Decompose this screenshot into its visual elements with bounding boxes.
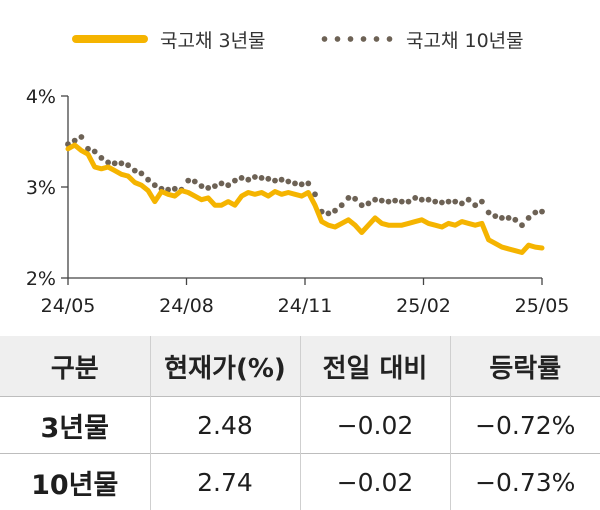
series-10y-point	[172, 186, 178, 192]
series-10y-point	[339, 202, 345, 208]
series-10y-point	[352, 196, 358, 202]
y-tick-label: 4%	[26, 86, 56, 108]
series-10y-point	[359, 202, 365, 208]
series-10y-point	[232, 178, 238, 184]
legend-item-3y: 국고채 3년물	[72, 22, 266, 56]
series-10y-point	[346, 195, 352, 201]
series-10y-point	[152, 182, 158, 188]
table-header-row: 구분 현재가(%) 전일 대비 등락률	[0, 336, 600, 397]
series-10y-point	[426, 197, 432, 203]
series-10y-point	[192, 179, 198, 185]
header-category: 구분	[0, 336, 150, 397]
x-axis: 24/05 24/08 24/11 25/02 25/05	[41, 278, 570, 317]
series-10y-point	[92, 149, 98, 155]
series-10y-point	[279, 177, 285, 183]
series-10y-point	[492, 213, 498, 219]
legend-label-3y: 국고채 3년물	[160, 26, 266, 53]
series-layer	[65, 134, 545, 252]
series-10y-point	[265, 176, 271, 182]
series-10y-point	[459, 201, 465, 207]
series-10y-point	[285, 179, 291, 185]
series-10y-point	[399, 199, 405, 205]
series-10y-point	[466, 197, 472, 203]
series-10y-point	[212, 183, 218, 189]
series-10y-point	[205, 185, 211, 191]
series-10y-point	[379, 198, 385, 204]
cell-rate: −0.73%	[450, 454, 600, 510]
header-current: 현재가(%)	[150, 336, 300, 397]
series-10y-point	[512, 217, 518, 223]
legend: 국고채 3년물 국고채 10년물	[0, 22, 600, 56]
series-10y-point	[125, 162, 131, 168]
series-10y-point	[139, 171, 145, 177]
series-10y-point	[292, 181, 298, 187]
y-tick-label: 2%	[26, 268, 56, 290]
series-10y-point	[132, 168, 138, 174]
series-10y-point	[105, 160, 111, 166]
cell-rate: −0.72%	[450, 397, 600, 454]
row-label: 3년물	[0, 397, 150, 454]
series-10y-point	[219, 181, 225, 187]
series-10y-point	[506, 215, 512, 221]
legend-item-10y: 국고채 10년물	[318, 22, 524, 56]
cell-current: 2.48	[150, 397, 300, 454]
header-rate: 등락률	[450, 336, 600, 397]
series-10y-point	[259, 175, 265, 181]
series-10y-point	[532, 210, 538, 216]
series-10y-point	[332, 208, 338, 214]
y-tick-label: 3%	[26, 177, 56, 199]
series-10y-point	[239, 175, 245, 181]
series-10y-point	[326, 211, 332, 217]
series-10y-point	[299, 181, 305, 187]
table-row: 10년물 2.74 −0.02 −0.73%	[0, 454, 600, 510]
series-10y-point	[119, 160, 125, 166]
x-tick-label: 25/02	[396, 295, 451, 317]
x-tick-label: 24/08	[159, 295, 214, 317]
series-10y-point	[185, 178, 191, 184]
series-10y-point	[452, 199, 458, 205]
cell-current: 2.74	[150, 454, 300, 510]
series-10y-point	[366, 201, 372, 207]
series-10y-point	[112, 160, 118, 166]
x-tick-label: 24/11	[278, 295, 333, 317]
series-10y-point	[499, 215, 505, 221]
header-change: 전일 대비	[300, 336, 450, 397]
series-10y-point	[386, 199, 392, 205]
y-axis: 4% 3% 2%	[26, 86, 68, 290]
series-10y-point	[252, 174, 258, 180]
series-10y-point	[225, 182, 231, 188]
legend-swatch-solid-line	[72, 35, 148, 43]
row-label: 10년물	[0, 454, 150, 510]
x-tick-label: 25/05	[515, 295, 570, 317]
series-10y-point	[419, 197, 425, 203]
series-10y-point	[79, 134, 85, 140]
series-10y-point	[486, 210, 492, 216]
yield-summary-table: 구분 현재가(%) 전일 대비 등락률 3년물 2.48 −0.02 −0.72…	[0, 336, 600, 510]
series-10y-point	[245, 177, 251, 183]
series-10y-point	[539, 209, 545, 215]
legend-swatch-dotted-line	[318, 36, 394, 42]
series-10y-point	[372, 197, 378, 203]
series-10y-point	[412, 195, 418, 201]
series-10y-point	[432, 199, 438, 205]
series-10y-point	[305, 181, 311, 187]
table-row: 3년물 2.48 −0.02 −0.72%	[0, 397, 600, 454]
series-10y-point	[272, 178, 278, 184]
series-10y-point	[479, 199, 485, 205]
series-10y-point	[519, 222, 525, 228]
series-10y-point	[145, 177, 151, 183]
series-10y-point	[406, 199, 412, 205]
series-10y-point	[446, 199, 452, 205]
series-10y-point	[99, 155, 105, 161]
series-10y-point	[439, 200, 445, 206]
series-10y-point	[526, 215, 532, 221]
series-10y-point	[392, 198, 398, 204]
series-10y-point	[472, 202, 478, 208]
legend-label-10y: 국고채 10년물	[406, 26, 524, 53]
x-tick-label: 24/05	[41, 295, 96, 317]
cell-change: −0.02	[300, 454, 450, 510]
cell-change: −0.02	[300, 397, 450, 454]
series-10y-point	[199, 183, 205, 189]
